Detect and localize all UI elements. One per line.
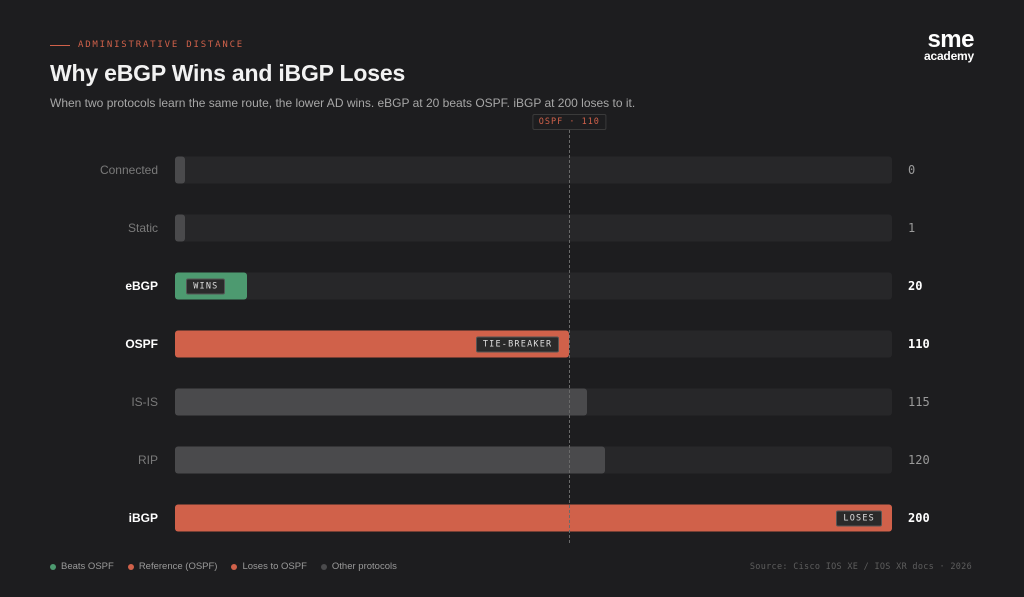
eyebrow-text: ADMINISTRATIVE DISTANCE — [78, 40, 245, 50]
bar: TIE-BREAKER — [175, 330, 570, 358]
bar: WINS — [175, 272, 247, 300]
bar — [175, 388, 588, 416]
bar: LOSES — [175, 504, 892, 532]
legend: Beats OSPF Reference (OSPF) Loses to OSPF O… — [50, 561, 397, 572]
chart-title: Why eBGP Wins and iBGP Loses — [50, 60, 406, 86]
legend-label: Other protocols — [331, 561, 397, 572]
logo-subtext: academy — [924, 49, 974, 63]
value-label: 200 — [908, 511, 930, 525]
bar — [175, 214, 185, 242]
category-label: IS-IS — [131, 395, 158, 409]
value-label: 120 — [908, 453, 930, 467]
bar-track — [175, 272, 892, 300]
reference-line — [569, 130, 571, 543]
legend-item: Other protocols — [320, 561, 397, 572]
reference-label: OSPF · 110 — [532, 114, 606, 130]
legend-dot — [320, 563, 327, 570]
legend-dot — [231, 563, 238, 570]
legend-label: Loses to OSPF — [242, 561, 307, 572]
bar-track — [175, 214, 892, 242]
category-label: Connected — [99, 163, 158, 177]
bar-tag: WINS — [186, 278, 226, 294]
bar-tag: LOSES — [836, 510, 882, 526]
chart-subtitle: When two protocols learn the same route,… — [50, 96, 636, 110]
logo-wordmark: sme — [927, 26, 974, 53]
eyebrow: ADMINISTRATIVE DISTANCE — [50, 40, 244, 50]
bar-track — [175, 156, 892, 184]
value-label: 20 — [908, 279, 923, 293]
category-label: eBGP — [125, 279, 158, 293]
legend-label: Beats OSPF — [61, 561, 114, 572]
source-note: Source: Cisco IOS XE / IOS XR docs · 202… — [749, 562, 972, 572]
category-label: OSPF — [125, 337, 158, 351]
value-label: 0 — [908, 163, 916, 177]
category-label: iBGP — [128, 511, 158, 525]
value-label: 1 — [908, 221, 916, 235]
category-label: Static — [127, 221, 158, 235]
bar-tag: TIE-BREAKER — [475, 336, 560, 352]
legend-dot — [50, 563, 56, 570]
value-label: 110 — [908, 337, 930, 351]
eyebrow-line — [50, 44, 70, 46]
bar — [175, 156, 185, 184]
value-label: 115 — [908, 395, 930, 409]
legend-item: Beats OSPF — [50, 561, 114, 572]
legend-label: Reference (OSPF) — [138, 561, 218, 572]
legend-dot — [127, 563, 134, 570]
legend-item: Loses to OSPF — [231, 561, 307, 572]
sme-academy-logo: sme academy — [924, 26, 974, 63]
category-label: RIP — [137, 453, 158, 467]
legend-item: Reference (OSPF) — [127, 561, 218, 572]
bar — [175, 446, 606, 474]
